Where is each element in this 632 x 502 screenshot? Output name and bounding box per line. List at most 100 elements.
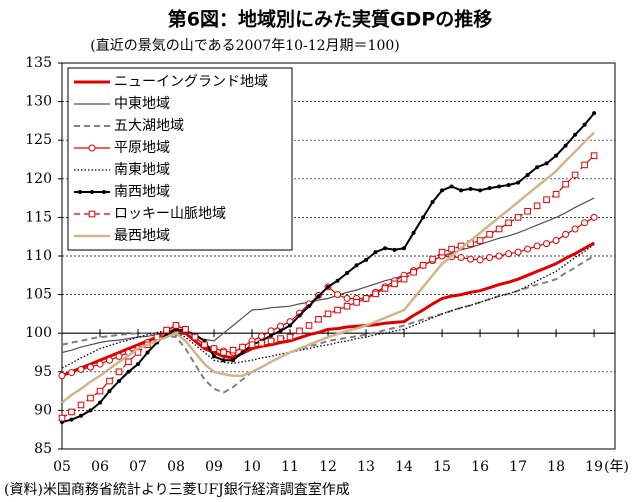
point — [258, 332, 266, 340]
source-note: (資料)米国商務省統計より三菱UFJ銀行経済調査室作成 — [4, 481, 350, 498]
point — [88, 408, 93, 413]
point — [315, 316, 322, 323]
point — [487, 186, 492, 191]
point — [410, 268, 417, 276]
point — [383, 246, 388, 251]
point — [267, 337, 275, 345]
point — [297, 313, 302, 318]
point — [305, 322, 313, 329]
point — [269, 333, 274, 338]
point — [277, 335, 284, 342]
x-tick-label: 08 — [167, 459, 185, 475]
point — [316, 294, 321, 299]
point — [87, 363, 95, 371]
plot-frame — [61, 62, 616, 450]
point — [69, 417, 74, 422]
point — [495, 252, 503, 260]
point — [324, 310, 332, 318]
point — [212, 354, 217, 359]
point — [524, 207, 531, 215]
point — [582, 122, 587, 127]
point — [58, 372, 66, 380]
x-tick-label: 19 — [585, 459, 603, 475]
point — [343, 302, 351, 310]
point — [429, 255, 436, 263]
point — [505, 250, 513, 258]
point — [590, 213, 598, 221]
point — [248, 341, 256, 349]
point — [343, 294, 351, 302]
legend-label: 南東地域 — [114, 162, 170, 178]
y-tick-label: 130 — [25, 94, 52, 110]
point — [419, 261, 427, 269]
point — [258, 339, 265, 347]
point — [562, 180, 569, 188]
point — [106, 377, 113, 385]
legend-label: 南西地域 — [114, 184, 170, 200]
point — [278, 328, 283, 333]
point — [229, 346, 237, 354]
point — [486, 231, 493, 238]
point — [478, 188, 483, 193]
point — [535, 165, 540, 170]
point — [421, 215, 426, 220]
point — [468, 186, 473, 191]
legend-marker — [90, 190, 94, 194]
y-tick-label: 90 — [34, 402, 52, 418]
point — [476, 237, 484, 244]
point — [191, 333, 199, 341]
point — [563, 143, 568, 148]
legend-label: ロッキー山脈地域 — [114, 206, 226, 222]
point — [411, 230, 416, 235]
point — [400, 275, 408, 283]
point — [402, 246, 407, 251]
point — [115, 352, 123, 360]
y-tick-label: 95 — [34, 364, 52, 380]
point — [87, 394, 94, 402]
point — [497, 184, 502, 189]
point — [392, 247, 397, 252]
point — [543, 240, 551, 248]
point — [107, 389, 112, 394]
point — [240, 350, 245, 355]
point — [590, 152, 598, 159]
point — [364, 257, 369, 262]
point — [543, 196, 550, 203]
point — [362, 295, 370, 302]
point — [136, 362, 141, 367]
point — [77, 401, 85, 409]
point — [459, 188, 464, 193]
x-tick-label: 09 — [205, 459, 223, 475]
point — [145, 350, 150, 355]
y-tick-label: 135 — [25, 55, 52, 71]
point — [544, 161, 549, 166]
chart-title: 第6図：地域別にみた実質GDPの推移 — [168, 8, 493, 31]
point — [115, 368, 123, 376]
point — [106, 356, 114, 364]
point — [210, 345, 218, 352]
point — [277, 322, 285, 330]
point — [506, 182, 511, 187]
point — [172, 322, 180, 329]
y-tick-label: 100 — [25, 325, 52, 341]
point — [286, 333, 294, 341]
x-tick-label: 14 — [395, 459, 413, 475]
point — [514, 214, 522, 221]
point — [448, 245, 455, 253]
legend-marker — [88, 210, 96, 218]
point — [571, 171, 579, 179]
point — [440, 188, 445, 193]
point — [307, 304, 312, 309]
legend-label: 最西地域 — [114, 228, 170, 244]
point — [457, 254, 465, 262]
point — [467, 255, 475, 263]
x-tick-label: 05 — [53, 459, 71, 475]
point — [334, 291, 342, 299]
point — [77, 365, 85, 373]
point — [126, 369, 131, 374]
point — [354, 263, 359, 268]
point — [79, 413, 84, 418]
x-tick-label: 11 — [281, 459, 299, 475]
point — [505, 219, 512, 227]
